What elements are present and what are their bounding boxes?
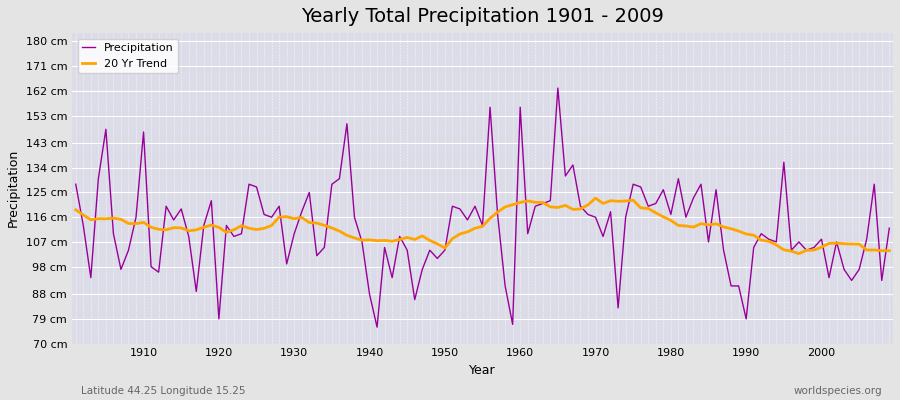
- Y-axis label: Precipitation: Precipitation: [7, 149, 20, 228]
- Precipitation: [130, 215, 141, 220]
- 20 Yr Trend: [508, 202, 518, 207]
- 20 Yr Trend: [590, 196, 601, 200]
- 20 Yr Trend: [70, 207, 81, 212]
- Precipitation: [620, 215, 631, 220]
- 20 Yr Trend: [341, 233, 352, 238]
- 20 Yr Trend: [884, 248, 895, 253]
- Text: worldspecies.org: worldspecies.org: [794, 386, 882, 396]
- 20 Yr Trend: [794, 251, 805, 256]
- Precipitation: [515, 105, 526, 110]
- Precipitation: [341, 121, 352, 126]
- Precipitation: [553, 86, 563, 90]
- Precipitation: [372, 325, 382, 330]
- Precipitation: [522, 231, 533, 236]
- 20 Yr Trend: [296, 215, 307, 220]
- 20 Yr Trend: [130, 221, 141, 226]
- Precipitation: [884, 226, 895, 231]
- Line: 20 Yr Trend: 20 Yr Trend: [76, 198, 889, 254]
- Precipitation: [70, 182, 81, 187]
- X-axis label: Year: Year: [469, 364, 496, 377]
- Legend: Precipitation, 20 Yr Trend: Precipitation, 20 Yr Trend: [77, 39, 178, 73]
- Text: Latitude 44.25 Longitude 15.25: Latitude 44.25 Longitude 15.25: [81, 386, 246, 396]
- 20 Yr Trend: [515, 200, 526, 205]
- Line: Precipitation: Precipitation: [76, 88, 889, 327]
- Precipitation: [296, 209, 307, 214]
- 20 Yr Trend: [613, 199, 624, 204]
- Title: Yearly Total Precipitation 1901 - 2009: Yearly Total Precipitation 1901 - 2009: [302, 7, 664, 26]
